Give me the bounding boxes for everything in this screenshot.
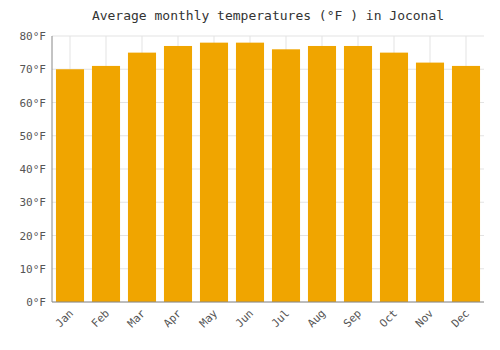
x-tick-label: Mar xyxy=(125,307,149,331)
x-tick-label: Jun xyxy=(233,307,256,330)
bar xyxy=(380,53,408,302)
x-tick-label: Oct xyxy=(377,307,400,330)
x-tick-label: Apr xyxy=(161,307,185,331)
bar xyxy=(92,66,120,302)
y-grid-line xyxy=(52,36,484,37)
bar xyxy=(128,53,156,302)
x-tick-label: Nov xyxy=(413,307,437,331)
chart-title: Average monthly temperatures (°F ) in Jo… xyxy=(92,8,444,23)
y-axis-labels: 0°F 10°F 20°F 30°F 40°F 50°F 60°F 70°F 80°F xyxy=(20,30,47,309)
x-tick-label: Aug xyxy=(305,307,328,330)
y-tick-label: 50°F xyxy=(20,130,47,143)
y-tick-label: 10°F xyxy=(20,263,47,276)
bars xyxy=(56,43,480,302)
y-tick-label: 80°F xyxy=(20,30,47,43)
y-tick-label: 30°F xyxy=(20,196,47,209)
y-axis-line xyxy=(52,36,53,302)
x-axis-labels: Jan Feb Mar Apr May Jun Jul Aug Sep Oct Nov Dec xyxy=(53,307,472,331)
y-tick-label: 70°F xyxy=(20,63,47,76)
bar xyxy=(200,43,228,302)
y-tick-label: 60°F xyxy=(20,97,47,110)
x-tick-label: Sep xyxy=(341,307,364,330)
y-tick-label: 40°F xyxy=(20,163,47,176)
x-tick-label: May xyxy=(197,307,221,331)
bar xyxy=(416,63,444,302)
grid xyxy=(52,36,484,302)
bar xyxy=(308,46,336,302)
bar xyxy=(272,49,300,302)
bar xyxy=(344,46,372,302)
x-tick-label: Feb xyxy=(89,307,112,330)
chart-svg: Average monthly temperatures (°F ) in Jo… xyxy=(0,0,500,350)
y-tick-label: 0°F xyxy=(26,296,46,309)
y-tick-label: 20°F xyxy=(20,230,47,243)
x-tick-label: Dec xyxy=(449,307,472,330)
x-tick-label: Jan xyxy=(53,307,76,330)
y-grid-line xyxy=(52,302,484,303)
chart-container: Average monthly temperatures (°F ) in Jo… xyxy=(0,0,500,350)
x-tick-label: Jul xyxy=(269,307,292,330)
bar xyxy=(164,46,192,302)
bar xyxy=(452,66,480,302)
x-axis-line xyxy=(52,302,484,303)
bar xyxy=(56,69,84,302)
bar xyxy=(236,43,264,302)
